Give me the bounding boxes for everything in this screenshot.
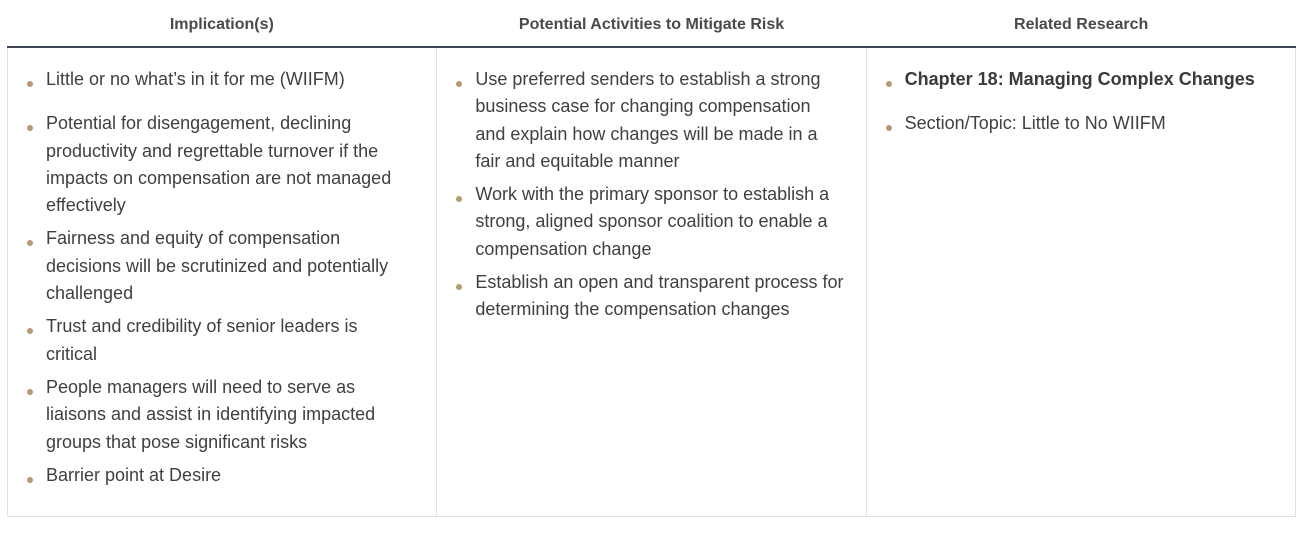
list-item: Little or no what’s in it for me (WIIFM)	[27, 66, 406, 93]
list-item: Work with the primary sponsor to establi…	[456, 181, 845, 263]
activities-cell: Use preferred senders to establish a str…	[437, 48, 867, 516]
bullet-icon	[27, 328, 33, 335]
list-item: People managers will need to serve as li…	[27, 374, 406, 456]
list-item-text: Work with the primary sponsor to establi…	[475, 184, 830, 259]
list-item-text: Barrier point at Desire	[46, 464, 222, 485]
bullet-icon	[27, 476, 33, 483]
list-item-text: Trust and credibility of senior leaders …	[46, 316, 358, 364]
list-item-text: Chapter 18: Managing Complex Changes	[904, 69, 1255, 89]
list-item-text: Potential for disengagement, declining p…	[46, 113, 392, 216]
activities-list: Use preferred senders to establish a str…	[456, 66, 855, 324]
implications-list: Little or no what’s in it for me (WIIFM)…	[27, 66, 426, 489]
bullet-icon	[27, 388, 33, 395]
bullet-icon	[27, 125, 33, 132]
research-table: Implication(s) Potential Activities to M…	[7, 0, 1296, 517]
list-item: Trust and credibility of senior leaders …	[27, 313, 406, 368]
list-item-text: Little or no what’s in it for me (WIIFM)	[46, 69, 345, 89]
table-row: Little or no what’s in it for me (WIIFM)…	[7, 48, 1296, 517]
list-item: Fairness and equity of compensation deci…	[27, 225, 406, 307]
list-item-text: Fairness and equity of compensation deci…	[46, 228, 389, 304]
list-item-text: Use preferred senders to establish a str…	[475, 69, 821, 171]
research-cell: Chapter 18: Managing Complex Changes Sec…	[867, 48, 1295, 516]
bullet-icon	[456, 81, 463, 87]
list-item: Use preferred senders to establish a str…	[456, 66, 845, 175]
bullet-icon	[885, 125, 892, 132]
list-item: Section/Topic: Little to No WIIFM	[885, 110, 1285, 137]
bullet-icon	[27, 240, 33, 247]
header-mitigation-activities: Potential Activities to Mitigate Risk	[518, 16, 785, 33]
list-item-text: People managers will need to serve as li…	[46, 376, 376, 452]
header-related-research: Related Research	[1014, 16, 1149, 33]
list-item-text: Section/Topic: Little to No WIIFM	[904, 113, 1166, 134]
list-item: Establish an open and transparent proces…	[456, 269, 845, 324]
bullet-icon	[27, 81, 33, 87]
bullet-icon	[456, 284, 463, 291]
table-header-row: Implication(s) Potential Activities to M…	[7, 0, 1296, 48]
implications-cell: Little or no what’s in it for me (WIIFM)…	[8, 48, 438, 516]
list-item-text: Establish an open and transparent proces…	[475, 272, 844, 320]
research-chapter-link[interactable]: Chapter 18: Managing Complex Changes	[885, 66, 1285, 93]
bullet-icon	[456, 196, 463, 203]
header-implications: Implication(s)	[169, 16, 274, 33]
list-item: Potential for disengagement, declining p…	[27, 110, 406, 219]
list-item: Barrier point at Desire	[27, 462, 406, 489]
research-list: Chapter 18: Managing Complex Changes Sec…	[885, 66, 1285, 138]
bullet-icon	[885, 81, 892, 87]
